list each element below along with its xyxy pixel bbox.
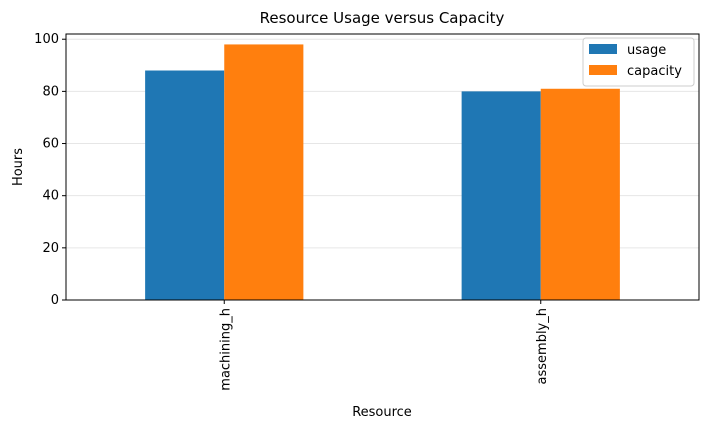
x-axis: machining_h assembly_h: [218, 300, 550, 391]
legend-swatch-capacity: [589, 65, 617, 75]
bar-usage-assembly_h: [461, 91, 541, 300]
y-tick-label: 60: [42, 137, 59, 152]
plot-frame: [65, 33, 700, 301]
y-tick-label: 80: [42, 84, 59, 99]
y-axis: 0 20 40 60 80 100: [34, 32, 66, 308]
x-tick-label: assembly_h: [535, 308, 550, 384]
chart-title: Resource Usage versus Capacity: [260, 9, 505, 27]
legend-swatch-usage: [589, 44, 617, 54]
bar-capacity-machining_h: [224, 44, 304, 301]
legend-label-usage: usage: [627, 43, 666, 58]
x-tick-label: machining_h: [218, 308, 233, 391]
y-axis-label: Hours: [11, 148, 26, 186]
bars-group: [145, 44, 620, 301]
y-tick-label: 100: [34, 32, 59, 47]
y-tick-label: 0: [51, 293, 59, 308]
legend: usage capacity: [582, 37, 695, 87]
bar-capacity-assembly_h: [540, 88, 620, 300]
y-tick-label: 40: [42, 189, 59, 204]
bar-usage-machining_h: [145, 70, 225, 301]
legend-label-capacity: capacity: [627, 64, 682, 79]
x-axis-label: Resource: [352, 405, 412, 420]
y-tick-label: 20: [42, 241, 59, 256]
